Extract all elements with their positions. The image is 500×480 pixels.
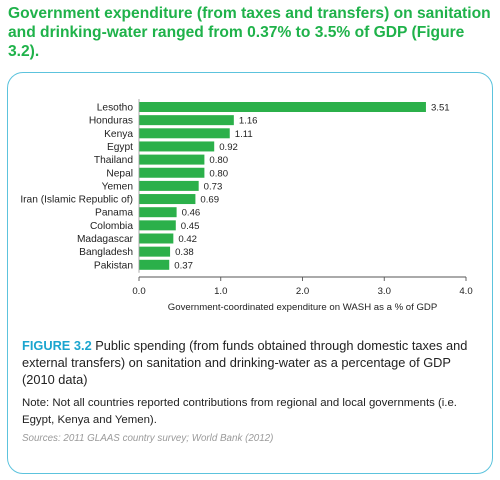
category-label-3: Egypt: [107, 142, 133, 153]
bar-8: [139, 207, 177, 218]
value-label-2: 1.11: [235, 129, 253, 140]
bar-6: [139, 180, 199, 191]
figure-sources: Sources: 2011 GLAAS country survey; Worl…: [22, 433, 274, 444]
category-label-12: Pakistan: [94, 260, 133, 271]
headline: Government expenditure (from taxes and t…: [8, 5, 491, 60]
bar-12: [139, 259, 170, 270]
figure-panel: Lesotho 3.51 Honduras 1.16 Kenya 1.11 Egypt 0.9…: [7, 72, 493, 474]
category-label-11: Bangladesh: [79, 247, 133, 258]
category-label-1: Honduras: [89, 116, 133, 127]
bar-1: [139, 115, 234, 126]
x-axis: 0.0 1.0 2.0 3.0 4.0 Government-coordinated ex…: [132, 99, 473, 313]
category-label-8: Panama: [95, 208, 133, 219]
bar-0: [139, 102, 426, 112]
figure-note: Note: Not all countries reported contrib…: [22, 397, 457, 426]
x-tick-label-4: 4.0: [459, 286, 472, 297]
category-label-4: Thailand: [94, 155, 133, 166]
bar-10: [139, 233, 174, 244]
category-label-2: Kenya: [104, 129, 133, 140]
x-axis-title: Government-coordinated expenditure on WA…: [168, 302, 437, 313]
bar-3: [139, 141, 215, 152]
x-tick-label-3: 3.0: [378, 286, 391, 297]
value-label-9: 0.45: [181, 221, 200, 232]
bar-4: [139, 154, 205, 165]
bar-5: [139, 167, 205, 178]
bar-11: [139, 246, 171, 257]
category-label-9: Colombia: [90, 221, 133, 232]
bar-2: [139, 128, 230, 139]
value-label-11: 0.38: [175, 247, 194, 258]
category-label-10: Madagascar: [77, 234, 134, 245]
value-label-3: 0.92: [219, 142, 238, 153]
value-label-5: 0.80: [209, 168, 228, 179]
category-label-6: Yemen: [102, 181, 133, 192]
value-label-12: 0.37: [174, 260, 193, 271]
value-label-10: 0.42: [178, 234, 197, 245]
value-label-0: 3.51: [431, 103, 450, 114]
value-label-1: 1.16: [239, 116, 258, 127]
value-label-6: 0.73: [204, 181, 223, 192]
value-label-8: 0.46: [182, 208, 201, 219]
figure-label: FIGURE 3.2: [22, 338, 92, 353]
value-label-7: 0.69: [200, 195, 219, 206]
category-label-5: Nepal: [106, 168, 133, 179]
value-label-4: 0.80: [209, 155, 228, 166]
figure-caption: FIGURE 3.2 Public spending (from funds o…: [22, 337, 484, 388]
bar-9: [139, 220, 176, 231]
bar-chart: Lesotho 3.51 Honduras 1.16 Kenya 1.11 Egypt 0.9…: [20, 99, 473, 313]
category-label-7: Iran (Islamic Republic of): [20, 195, 133, 206]
figure-caption-text: Public spending (from funds obtained thr…: [22, 338, 468, 387]
bar-7: [139, 194, 196, 205]
x-tick-label-0: 0.0: [132, 286, 145, 297]
bars-group: Lesotho 3.51 Honduras 1.16 Kenya 1.11 Egypt 0.9…: [20, 102, 450, 271]
x-tick-label-2: 2.0: [296, 286, 309, 297]
x-tick-label-1: 1.0: [214, 286, 227, 297]
category-label-0: Lesotho: [97, 103, 134, 114]
